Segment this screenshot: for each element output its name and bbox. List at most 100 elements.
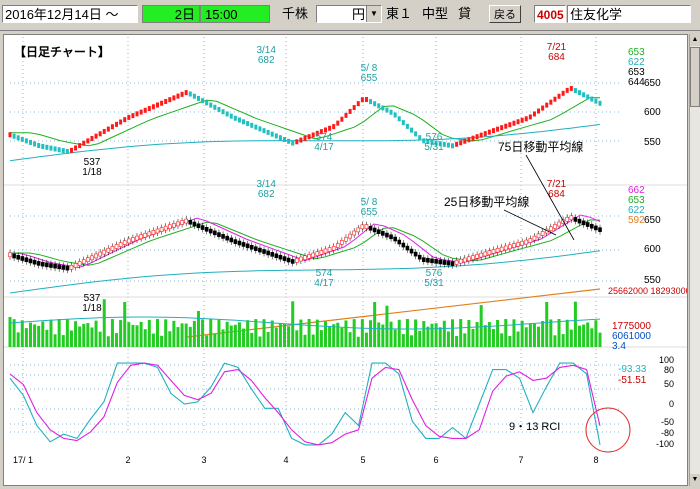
legend-value: 644 [628, 77, 645, 88]
volume-bar [594, 320, 598, 347]
candle [319, 250, 324, 255]
candle [49, 145, 53, 151]
candle [389, 109, 393, 115]
peak-value-label: 682 [258, 189, 275, 200]
candle [86, 257, 90, 263]
peak-date-label: 7/21 [547, 179, 567, 190]
candle [213, 104, 217, 110]
candle [385, 232, 389, 238]
volume-bar [426, 326, 430, 347]
volume-bar [233, 324, 237, 347]
volume-bar [471, 328, 475, 347]
candle [307, 254, 311, 259]
candle [143, 107, 147, 113]
volume-bar [160, 335, 164, 347]
peak-date-label: 3/14 [256, 45, 276, 56]
candle [209, 102, 213, 108]
candle [459, 140, 463, 146]
candle [422, 138, 426, 144]
candle [24, 257, 29, 263]
candle [196, 223, 201, 229]
candle [57, 147, 61, 153]
legend-value: 622 [628, 205, 645, 216]
y-tick-label: 50 [664, 379, 674, 389]
candle [573, 88, 577, 94]
candle [417, 254, 422, 260]
candle [311, 252, 315, 258]
trough-date-label: 1/18 [82, 167, 102, 178]
time-field[interactable]: 15:00 [200, 5, 270, 23]
candle [176, 93, 180, 99]
scroll-down-icon[interactable]: ▼ [690, 474, 700, 486]
candle [582, 92, 586, 98]
candle [143, 232, 148, 238]
candle [553, 224, 557, 229]
volume-bar [143, 329, 147, 347]
trough-date-label: 4/17 [314, 278, 334, 289]
candle [69, 147, 73, 153]
candle [8, 252, 12, 258]
volume-bar [467, 319, 471, 347]
candle [340, 116, 344, 122]
volume-bar [156, 319, 159, 347]
volume-bar [569, 329, 573, 347]
legend-value: -93.33 [618, 364, 647, 375]
volume-bar [537, 326, 541, 347]
volume-bar [139, 321, 143, 347]
candle [598, 100, 602, 106]
vertical-scrollbar[interactable]: ▲ ▼ [689, 34, 700, 486]
candle [532, 111, 536, 117]
candle [61, 148, 65, 154]
candle [94, 253, 98, 259]
candle [217, 107, 221, 113]
volume-bar [438, 327, 442, 347]
volume-bar [463, 333, 467, 347]
peak-date-label: 5/ 8 [361, 197, 378, 208]
back-button[interactable]: 戻る [489, 5, 521, 23]
company-field[interactable]: 住友化学 [567, 5, 691, 23]
candle [393, 236, 397, 242]
candle [151, 230, 156, 235]
volume-bar [225, 321, 229, 347]
volume-bar [410, 335, 414, 347]
candle [393, 112, 397, 118]
candle [500, 125, 504, 131]
volume-bar [315, 319, 319, 347]
scroll-up-icon[interactable]: ▲ [690, 34, 700, 46]
currency-select[interactable]: 円 ▼ [316, 5, 382, 23]
candle [258, 126, 262, 132]
candle [208, 228, 213, 234]
volume-bar [364, 332, 368, 347]
candle [413, 251, 418, 257]
volume-bar [287, 326, 291, 347]
y-tick-label: 550 [644, 137, 661, 148]
candle [496, 126, 500, 132]
candle [335, 243, 340, 248]
period-field[interactable]: 2日 [142, 5, 200, 23]
date-field[interactable]: 2016年12月14日 ～ [2, 5, 138, 23]
candle [360, 224, 365, 230]
volume-bar [598, 332, 602, 347]
candle [135, 235, 139, 241]
chevron-down-icon[interactable]: ▼ [366, 6, 381, 22]
y-tick-label: 0 [669, 399, 674, 409]
volume-bar [221, 329, 225, 347]
volume-bar [352, 319, 356, 347]
candle [49, 263, 53, 268]
candle [28, 139, 32, 145]
candle [115, 121, 119, 127]
volume-bar [586, 322, 590, 347]
legend-value: 653 [628, 67, 645, 78]
volume-bar [57, 319, 61, 347]
highlight-circle [585, 407, 631, 453]
code-field[interactable]: 4005 [534, 5, 566, 23]
scroll-thumb[interactable] [690, 47, 700, 107]
volume-bar [217, 319, 221, 347]
candle [131, 237, 135, 242]
y-tick-label: 600 [644, 244, 661, 255]
volume-bar [397, 319, 401, 347]
volume-bar [65, 319, 69, 347]
candle [192, 93, 196, 99]
candle [303, 255, 307, 261]
candle [221, 234, 225, 239]
